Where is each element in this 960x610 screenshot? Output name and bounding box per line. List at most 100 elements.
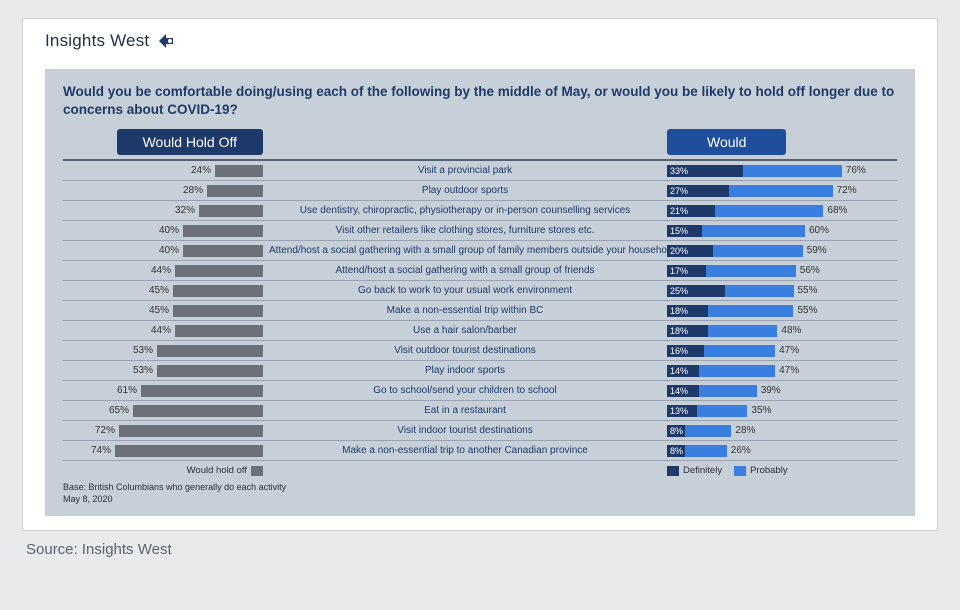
definitely-bar: 18% xyxy=(667,325,708,337)
hold-off-cell: 32% xyxy=(63,205,263,217)
probably-bar xyxy=(706,265,796,277)
hold-off-pct: 40% xyxy=(151,225,179,236)
definitely-bar: 8% xyxy=(667,425,685,437)
would-cell: 8% 28% xyxy=(667,425,897,437)
probably-bar xyxy=(702,225,806,237)
hold-off-cell: 44% xyxy=(63,265,263,277)
hold-off-pct: 40% xyxy=(151,245,179,256)
hold-off-cell: 45% xyxy=(63,305,263,317)
definitely-pct: 20% xyxy=(667,246,688,256)
hold-off-bar xyxy=(215,165,263,177)
definitely-bar: 13% xyxy=(667,405,697,417)
row-label: Attend/host a social gathering with a sm… xyxy=(263,245,667,256)
total-would-pct: 28% xyxy=(735,425,755,436)
probably-bar xyxy=(704,345,775,357)
legend: Would hold off Definitely Probably xyxy=(63,465,897,476)
hold-off-bar xyxy=(175,325,263,337)
probably-bar xyxy=(685,445,726,457)
footnote: Base: British Columbians who generally d… xyxy=(63,482,897,505)
chart-row: 45%Make a non-essential trip within BC18… xyxy=(63,301,897,321)
total-would-pct: 47% xyxy=(779,345,799,356)
would-cell: 16% 47% xyxy=(667,345,897,357)
total-would-pct: 56% xyxy=(800,265,820,276)
would-cell: 25% 55% xyxy=(667,285,897,297)
hold-off-bar xyxy=(173,305,263,317)
legend-probably-swatch xyxy=(734,466,746,476)
probably-bar xyxy=(713,245,803,257)
would-cell: 18%55% xyxy=(667,305,897,317)
would-cell: 8%26% xyxy=(667,445,897,457)
hold-off-cell: 45% xyxy=(63,285,263,297)
chart-row: 53%Play indoor sports14%47% xyxy=(63,361,897,381)
source-line: Source: Insights West xyxy=(22,531,938,558)
hold-off-cell: 72% xyxy=(63,425,263,437)
legend-holdoff-swatch xyxy=(251,466,263,476)
total-would-pct: 55% xyxy=(797,305,817,316)
row-label: Play outdoor sports xyxy=(263,185,667,196)
hold-off-bar xyxy=(183,225,263,237)
definitely-pct: 15% xyxy=(667,226,688,236)
definitely-bar: 15% xyxy=(667,225,702,237)
total-would-pct: 55% xyxy=(798,285,818,296)
chart-rows: 24% Visit a provincial park33%76% 28% Play … xyxy=(63,159,897,461)
row-label: Play indoor sports xyxy=(263,365,667,376)
hold-off-bar xyxy=(207,185,263,197)
definitely-bar: 25% xyxy=(667,285,725,297)
row-label: Make a non-essential trip to another Can… xyxy=(263,445,667,456)
probably-bar xyxy=(743,165,842,177)
hold-off-pct: 74% xyxy=(83,445,111,456)
row-label: Use dentistry, chiropractic, physiothera… xyxy=(263,205,667,216)
row-label: Eat in a restaurant xyxy=(263,405,667,416)
legend-probably-label: Probably xyxy=(750,465,788,476)
hold-off-pct: 53% xyxy=(125,345,153,356)
row-label: Visit a provincial park xyxy=(263,165,667,176)
definitely-pct: 14% xyxy=(667,366,688,376)
row-label: Use a hair salon/barber xyxy=(263,325,667,336)
hold-off-pct: 61% xyxy=(109,385,137,396)
definitely-pct: 33% xyxy=(667,166,688,176)
row-label: Go to school/send your children to schoo… xyxy=(263,385,667,396)
would-cell: 27%72% xyxy=(667,185,897,197)
hold-off-cell: 74% xyxy=(63,445,263,457)
hold-off-cell: 53% xyxy=(63,345,263,357)
hold-off-pct: 24% xyxy=(183,165,211,176)
row-label: Attend/host a social gathering with a sm… xyxy=(263,265,667,276)
chart-row: 24% Visit a provincial park33%76% xyxy=(63,161,897,181)
definitely-bar: 21% xyxy=(667,205,715,217)
chart-row: 74% Make a non-essential trip to another … xyxy=(63,441,897,461)
header-would: Would xyxy=(667,129,786,155)
definitely-bar: 16% xyxy=(667,345,704,357)
hold-off-pct: 72% xyxy=(87,425,115,436)
footnote-base: Base: British Columbians who generally d… xyxy=(63,482,897,494)
chart-row: 45%Go back to work to your usual work en… xyxy=(63,281,897,301)
definitely-bar: 14% xyxy=(667,385,699,397)
legend-holdoff-label: Would hold off xyxy=(187,465,247,476)
definitely-pct: 8% xyxy=(667,426,683,436)
definitely-pct: 21% xyxy=(667,206,688,216)
hold-off-bar xyxy=(175,265,263,277)
hold-off-pct: 44% xyxy=(143,265,171,276)
hold-off-pct: 45% xyxy=(141,285,169,296)
probably-bar xyxy=(697,405,748,417)
probably-bar xyxy=(708,305,793,317)
hold-off-pct: 65% xyxy=(101,405,129,416)
footnote-date: May 8, 2020 xyxy=(63,494,897,506)
row-label: Visit outdoor tourist destinations xyxy=(263,345,667,356)
header-hold-off: Would Hold Off xyxy=(117,129,263,155)
hold-off-bar xyxy=(157,345,263,357)
chart-row: 40% Attend/host a social gathering with a… xyxy=(63,241,897,261)
probably-bar xyxy=(699,385,757,397)
would-cell: 33%76% xyxy=(667,165,897,177)
would-cell: 14% 47% xyxy=(667,365,897,377)
brand-bar: Insights West xyxy=(23,19,937,61)
total-would-pct: 47% xyxy=(779,365,799,376)
definitely-bar: 14% xyxy=(667,365,699,377)
hold-off-bar xyxy=(119,425,263,437)
definitely-pct: 14% xyxy=(667,386,688,396)
total-would-pct: 39% xyxy=(761,385,781,396)
probably-bar xyxy=(729,185,833,197)
brand-name: Insights West xyxy=(45,31,149,51)
definitely-bar: 27% xyxy=(667,185,729,197)
hold-off-cell: 65% xyxy=(63,405,263,417)
hold-off-bar xyxy=(141,385,263,397)
